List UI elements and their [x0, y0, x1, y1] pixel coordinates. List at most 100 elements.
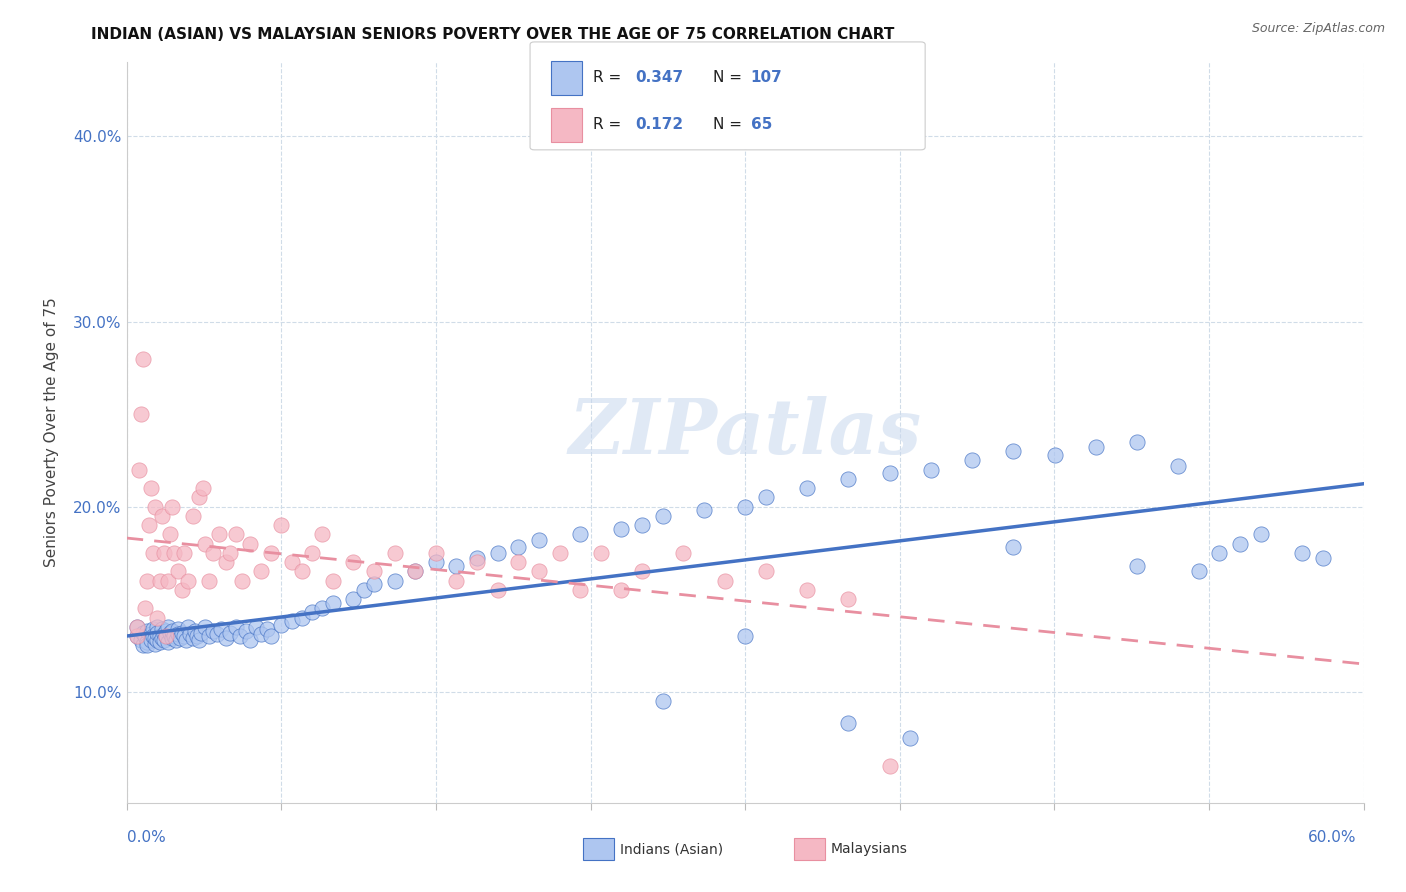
Point: [186, 629, 208, 643]
Point: [145, 500, 167, 514]
Point: [879, 758, 901, 772]
Text: 0.0%: 0.0%: [127, 830, 166, 845]
Point: [218, 625, 240, 640]
Point: [167, 627, 190, 641]
Point: [651, 508, 673, 523]
Point: [136, 574, 159, 588]
Y-axis label: Seniors Poverty Over the Age of 75: Seniors Poverty Over the Age of 75: [45, 298, 59, 567]
Point: [1188, 565, 1211, 579]
Point: [1084, 441, 1107, 455]
Point: [148, 634, 170, 648]
Text: Source: ZipAtlas.com: Source: ZipAtlas.com: [1251, 22, 1385, 36]
Point: [125, 629, 148, 643]
Point: [141, 481, 163, 495]
Point: [1167, 458, 1189, 473]
Point: [384, 546, 406, 560]
Point: [145, 637, 167, 651]
Point: [796, 582, 818, 597]
Point: [142, 622, 165, 636]
Text: N =: N =: [713, 70, 747, 85]
Point: [183, 624, 205, 638]
Point: [190, 625, 212, 640]
Point: [879, 467, 901, 481]
Point: [1229, 536, 1251, 550]
Point: [1312, 551, 1334, 566]
Point: [225, 527, 247, 541]
Point: [425, 555, 447, 569]
Point: [150, 508, 173, 523]
Point: [486, 546, 509, 560]
Point: [631, 565, 654, 579]
Point: [301, 546, 323, 560]
Point: [169, 631, 191, 645]
Point: [960, 453, 983, 467]
Point: [214, 631, 236, 645]
Text: 107: 107: [751, 70, 783, 85]
Text: R =: R =: [593, 70, 627, 85]
Point: [125, 620, 148, 634]
Point: [1291, 546, 1313, 560]
Text: Malaysians: Malaysians: [831, 842, 908, 856]
Point: [425, 546, 447, 560]
Point: [713, 574, 735, 588]
Point: [260, 629, 283, 643]
Text: N =: N =: [713, 118, 747, 132]
Point: [527, 565, 550, 579]
Point: [145, 631, 167, 645]
Point: [179, 627, 201, 641]
Point: [548, 546, 571, 560]
Point: [322, 574, 344, 588]
Point: [181, 631, 204, 645]
Point: [631, 518, 654, 533]
Point: [159, 625, 181, 640]
Point: [1126, 434, 1149, 449]
Point: [363, 577, 385, 591]
Point: [301, 605, 323, 619]
Point: [280, 555, 302, 569]
Point: [125, 629, 148, 643]
Point: [132, 625, 155, 640]
Point: [146, 632, 169, 647]
Point: [245, 620, 267, 634]
Point: [342, 592, 364, 607]
Point: [218, 546, 240, 560]
Point: [138, 518, 160, 533]
Point: [129, 632, 152, 647]
Text: 0.347: 0.347: [636, 70, 683, 85]
Point: [208, 527, 231, 541]
Point: [291, 565, 314, 579]
Point: [446, 558, 468, 573]
Point: [486, 582, 509, 597]
Point: [225, 620, 247, 634]
Point: [239, 632, 262, 647]
Point: [128, 462, 150, 476]
Point: [181, 508, 204, 523]
Point: [569, 527, 592, 541]
Point: [155, 629, 177, 643]
Point: [508, 555, 530, 569]
Point: [160, 624, 183, 638]
Point: [132, 639, 155, 653]
Point: [353, 582, 375, 597]
Point: [134, 601, 156, 615]
Point: [167, 565, 190, 579]
Point: [610, 522, 633, 536]
Point: [1126, 558, 1149, 573]
Point: [198, 574, 221, 588]
Point: [177, 574, 200, 588]
Point: [1002, 541, 1025, 555]
Point: [291, 610, 314, 624]
Point: [156, 634, 179, 648]
Point: [159, 527, 181, 541]
Point: [132, 351, 155, 366]
Point: [755, 565, 778, 579]
Point: [150, 631, 173, 645]
Point: [651, 694, 673, 708]
Text: ZIPatlas: ZIPatlas: [568, 396, 922, 469]
Point: [755, 491, 778, 505]
Point: [136, 639, 159, 653]
Point: [693, 503, 716, 517]
Point: [311, 601, 333, 615]
Point: [152, 546, 174, 560]
Point: [249, 627, 271, 641]
